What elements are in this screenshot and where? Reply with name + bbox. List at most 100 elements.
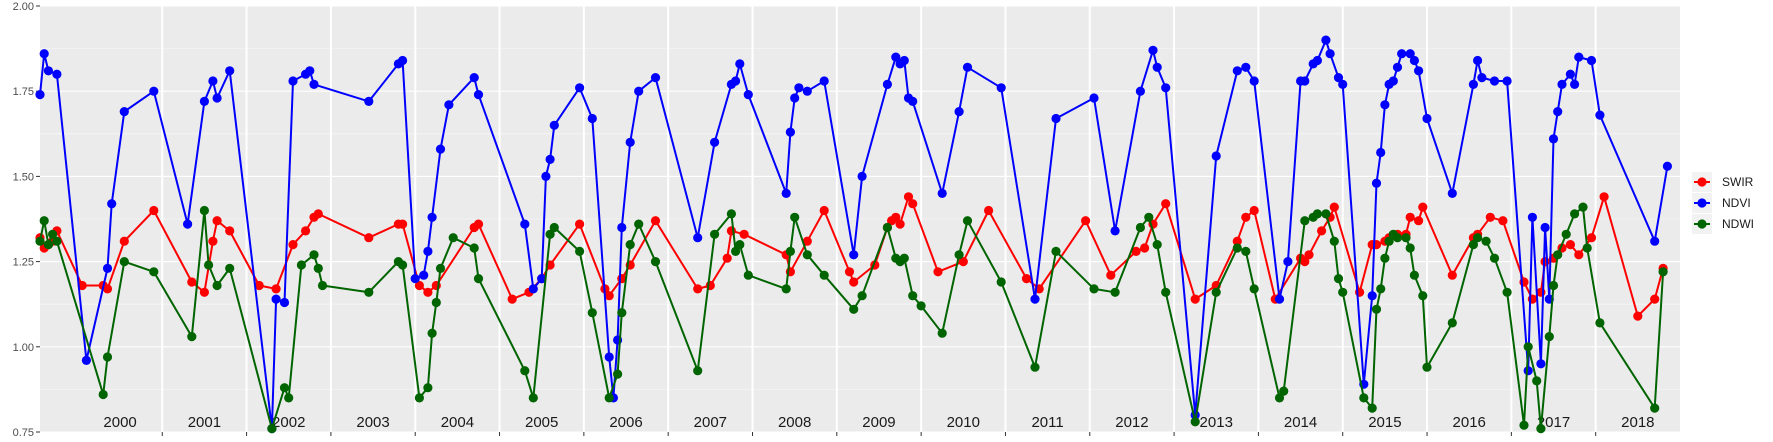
data-point-ndwi [1321, 209, 1331, 219]
data-point-ndvi [1557, 79, 1567, 89]
data-point-ndvi [1586, 55, 1597, 66]
data-point-ndvi [528, 284, 538, 294]
data-point-ndvi [785, 127, 796, 137]
data-point-swir [301, 226, 311, 236]
year-label: 2014 [1284, 414, 1317, 431]
data-point-ndwi [1384, 236, 1394, 246]
data-point-ndvi [650, 73, 661, 83]
year-label: 2012 [1115, 414, 1148, 431]
data-point-swir [288, 240, 298, 250]
data-point-ndwi [1376, 284, 1386, 294]
data-point-ndvi [39, 49, 49, 59]
data-point-ndvi [81, 355, 91, 365]
data-point-ndwi [1051, 246, 1061, 256]
legend: SWIR NDVI NDWI [1692, 172, 1754, 234]
data-point-ndwi [1300, 216, 1310, 226]
data-point-ndwi [693, 366, 703, 376]
data-point-ndwi [625, 240, 635, 250]
data-point-ndwi [1380, 253, 1390, 263]
data-point-swir [1498, 216, 1508, 226]
data-point-ndwi [1502, 287, 1512, 297]
legend-marker-ndwi [1697, 219, 1707, 229]
data-point-ndvi [1548, 134, 1559, 144]
data-point-ndvi [212, 93, 222, 103]
data-point-ndwi [317, 280, 328, 291]
data-point-ndwi [1338, 287, 1348, 297]
data-point-ndwi [1548, 280, 1559, 291]
data-point-ndwi [1392, 233, 1403, 243]
data-point-swir [722, 253, 732, 263]
data-point-ndvi [908, 96, 918, 106]
data-point-ndwi [1578, 202, 1588, 212]
data-point-ndvi [1380, 100, 1390, 110]
data-point-ndvi [1397, 49, 1407, 59]
data-point-ndwi [1152, 240, 1162, 250]
series-layer [35, 35, 1672, 434]
data-point-ndwi [899, 253, 909, 263]
data-point-ndwi [1468, 240, 1478, 250]
data-point-ndvi [520, 219, 530, 229]
data-point-ndvi [1211, 151, 1221, 161]
data-point-ndwi [1561, 229, 1571, 239]
data-point-swir [199, 287, 209, 297]
data-point-ndvi [849, 250, 859, 260]
data-point-swir [984, 205, 994, 216]
data-point-ndwi [916, 301, 926, 311]
year-label: 2005 [525, 414, 558, 431]
data-point-ndwi [1030, 362, 1040, 372]
data-point-swir [1574, 250, 1584, 260]
year-label: 2003 [356, 414, 389, 431]
year-label: 2013 [1200, 414, 1233, 431]
data-point-ndwi [469, 243, 479, 253]
year-label: 2001 [188, 414, 221, 431]
data-point-ndvi [1527, 212, 1537, 222]
data-point-ndwi [364, 287, 374, 297]
data-point-ndvi [1414, 66, 1424, 76]
data-point-ndvi [954, 107, 964, 117]
data-point-ndwi [954, 250, 964, 260]
data-point-ndvi [119, 107, 129, 117]
legend-label-swir: SWIR [1722, 175, 1754, 189]
data-point-ndwi [48, 229, 58, 239]
data-point-ndwi [309, 250, 319, 260]
data-point-ndvi [802, 86, 812, 96]
data-point-swir [398, 219, 408, 229]
data-point-ndvi [1536, 359, 1546, 369]
data-point-ndvi [208, 76, 218, 86]
data-point-ndwi [119, 257, 129, 267]
data-point-ndvi [1232, 66, 1242, 76]
data-point-ndvi [1553, 107, 1563, 117]
data-point-ndwi [710, 229, 720, 239]
data-point-ndvi [735, 59, 745, 69]
data-point-ndvi [1489, 76, 1500, 86]
data-point-ndvi [1409, 55, 1419, 66]
year-label: 2018 [1621, 414, 1654, 431]
data-point-ndwi [1553, 250, 1563, 260]
data-point-swir [958, 257, 968, 267]
data-point-ndvi [1325, 49, 1335, 59]
data-point-swir [473, 219, 484, 229]
data-point-swir [1304, 250, 1314, 260]
data-point-ndwi [398, 260, 408, 270]
data-point-swir [1586, 233, 1597, 243]
data-point-ndwi [313, 263, 323, 273]
data-point-swir [313, 209, 323, 219]
data-point-ndwi [212, 280, 222, 291]
data-point-ndwi [849, 304, 859, 314]
data-point-ndwi [575, 246, 585, 256]
data-point-ndvi [1473, 55, 1483, 66]
data-point-ndvi [427, 212, 437, 222]
data-point-swir [208, 236, 218, 246]
year-label: 2015 [1368, 414, 1401, 431]
data-point-swir [1565, 240, 1575, 250]
data-point-ndvi [857, 171, 867, 181]
data-point-swir [604, 291, 614, 301]
data-point-ndwi [545, 229, 555, 239]
data-point-ndwi [149, 267, 159, 277]
data-point-swir [903, 192, 914, 202]
data-point-ndwi [1371, 304, 1382, 314]
data-point-ndwi [279, 383, 290, 393]
data-point-ndwi [1329, 236, 1339, 246]
year-label: 2002 [272, 414, 305, 431]
